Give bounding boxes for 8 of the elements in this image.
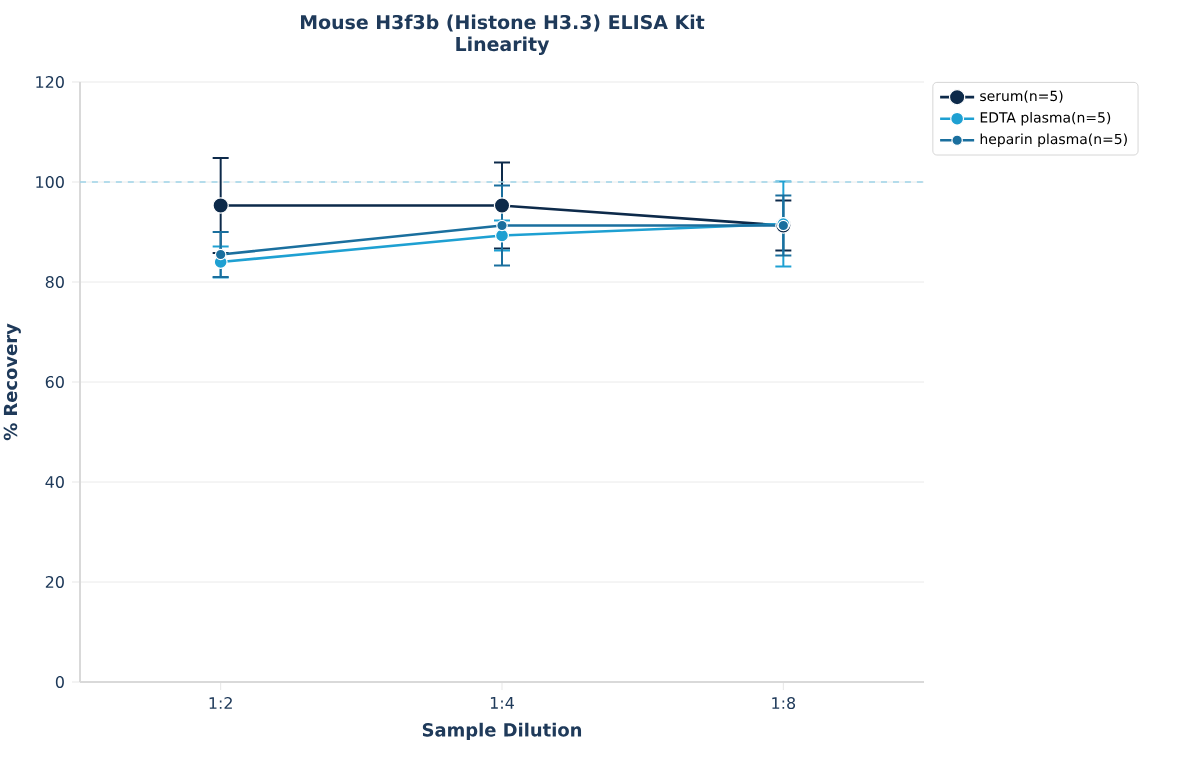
chart-subtitle: Linearity [456,36,550,56]
point [212,197,229,214]
x-axis-title: Sample Dilution [422,722,582,741]
chart-title: Mouse H3f3b (Histone H3.3) ELISA Kit [301,14,705,32]
point [495,228,510,243]
point [496,219,508,232]
point [493,197,511,214]
y-axis-title: % Recovery [3,323,21,441]
